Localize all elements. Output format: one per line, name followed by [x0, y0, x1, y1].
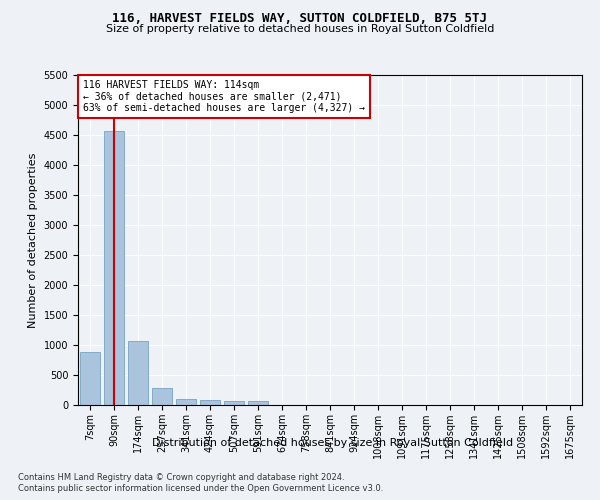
Text: 116, HARVEST FIELDS WAY, SUTTON COLDFIELD, B75 5TJ: 116, HARVEST FIELDS WAY, SUTTON COLDFIEL… [113, 12, 487, 26]
Text: 116 HARVEST FIELDS WAY: 114sqm
← 36% of detached houses are smaller (2,471)
63% : 116 HARVEST FIELDS WAY: 114sqm ← 36% of … [83, 80, 365, 113]
Text: Contains public sector information licensed under the Open Government Licence v3: Contains public sector information licen… [18, 484, 383, 493]
Bar [152, 388, 172, 405]
Bar [200, 400, 220, 405]
Bar [80, 352, 100, 405]
Text: Size of property relative to detached houses in Royal Sutton Coldfield: Size of property relative to detached ho… [106, 24, 494, 34]
Bar [104, 131, 124, 405]
Y-axis label: Number of detached properties: Number of detached properties [28, 152, 38, 328]
Bar [128, 342, 148, 405]
Text: Contains HM Land Registry data © Crown copyright and database right 2024.: Contains HM Land Registry data © Crown c… [18, 472, 344, 482]
Bar [224, 402, 244, 405]
Text: Distribution of detached houses by size in Royal Sutton Coldfield: Distribution of detached houses by size … [152, 438, 514, 448]
Bar [176, 399, 196, 405]
Bar [248, 400, 268, 405]
